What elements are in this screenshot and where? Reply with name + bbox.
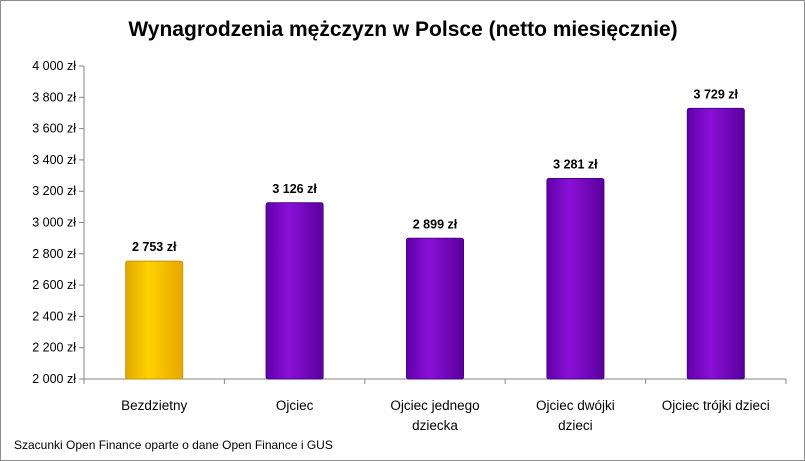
y-tick-label: 3 600 zł [32, 122, 76, 136]
y-tick-label: 2 400 zł [32, 309, 76, 323]
category-label: Bezdzietny [121, 398, 187, 413]
category-label: Ojciec jednego dziecka [390, 398, 479, 433]
axes: 2 000 zł 2 200 zł 2 400 zł 2 600 zł 2 800 zł… [32, 59, 787, 386]
y-tick-label: 3 200 zł [32, 184, 76, 198]
bar [406, 237, 464, 380]
data-label: 3 126 zł [272, 182, 317, 196]
y-tick-label: 2 600 zł [32, 278, 76, 292]
bar [686, 107, 745, 380]
data-label: 3 281 zł [553, 158, 598, 172]
bar [125, 260, 184, 380]
y-tick-label: 3 400 zł [32, 153, 76, 167]
bar [265, 202, 324, 380]
y-tick-label: 2 800 zł [32, 247, 76, 261]
y-tick-label: 3 800 zł [32, 90, 76, 104]
source-note: Szacunki Open Finance oparte o dane Open… [14, 438, 333, 452]
bar [546, 178, 605, 380]
chart-title: Wynagrodzenia mężczyzn w Polsce (netto m… [128, 18, 677, 41]
data-labels: 2 753 zł 3 126 zł 2 899 zł 3 281 zł 3 729 zł [132, 87, 739, 254]
y-tick-label: 4 000 zł [32, 59, 76, 73]
category-label: Ojciec [276, 398, 314, 413]
category-label: Ojciec dwójki dzieci [536, 398, 615, 433]
category-label: Ojciec trójki dzieci [662, 398, 770, 413]
data-label: 2 753 zł [132, 240, 177, 254]
bars [125, 107, 745, 380]
data-label: 3 729 zł [694, 87, 739, 101]
y-tick-label: 3 000 zł [32, 216, 76, 230]
y-tick-label: 2 200 zł [32, 341, 76, 355]
data-label: 2 899 zł [413, 217, 458, 231]
y-tick-label: 2 000 zł [32, 372, 76, 386]
category-labels: Bezdzietny Ojciec Ojciec jednego dziecka Ojc… [121, 398, 770, 433]
